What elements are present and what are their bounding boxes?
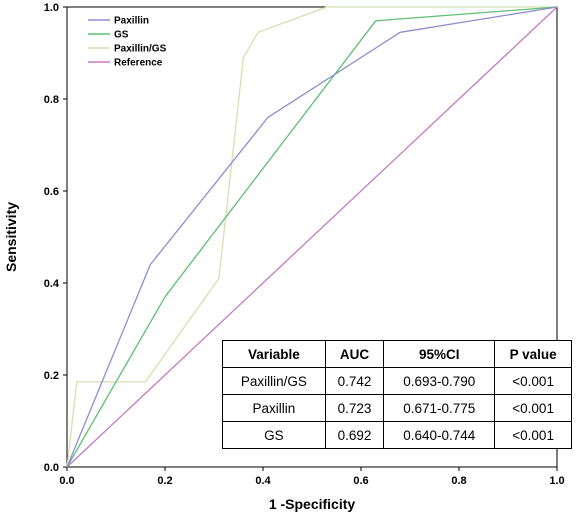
cell-variable: Paxillin [222,394,326,422]
table-row: GS 0.692 0.640-0.744 <0.001 [222,421,572,449]
y-tick-label: 0.6 [44,186,59,198]
y-tick-label: 0.0 [44,462,59,474]
table-row: Paxillin 0.723 0.671-0.775 <0.001 [222,394,572,422]
auc-stats-table: Variable AUC 95%CI P value Paxillin/GS 0… [222,340,572,449]
legend-label: GS [114,30,129,41]
x-tick-label: 1.0 [549,475,564,487]
header-auc: AUC [324,340,385,368]
y-tick-label: 1.0 [44,2,59,14]
header-p-value: P value [494,340,572,368]
cell-ci: 0.671-0.775 [383,394,496,422]
series-line-paxillin [66,6,558,468]
x-axis-title: 1 -Specificity [269,496,356,512]
legend-label: Reference [114,58,163,69]
x-tick-label: 0.2 [157,475,172,487]
cell-ci: 0.693-0.790 [383,367,496,395]
series-line-gs [66,6,558,468]
series-line-reference [66,6,558,468]
legend-label: Paxillin/GS [114,44,167,55]
cell-p-value: <0.001 [494,394,572,422]
cell-variable: GS [222,421,326,449]
x-tick-label: 0.8 [451,475,466,487]
series-lines [66,6,558,468]
cell-p-value: <0.001 [494,421,572,449]
cell-variable: Paxillin/GS [222,367,326,395]
y-tick-label: 0.2 [44,370,59,382]
table-header-row: Variable AUC 95%CI P value [222,340,572,368]
legend-label: Paxillin [114,16,149,27]
x-tick-label: 0.6 [353,475,368,487]
x-tick-label: 0.4 [255,475,271,487]
series-line-paxillin-gs [66,6,557,468]
table-row: Paxillin/GS 0.742 0.693-0.790 <0.001 [222,367,572,395]
axis-ticks: 0.0 0.2 0.4 0.6 0.8 1.0 0.0 0.2 0.4 0.6 0.8 1.0 [44,2,565,487]
y-tick-label: 0.4 [44,278,60,290]
cell-p-value: <0.001 [494,367,572,395]
cell-auc: 0.742 [324,367,385,395]
cell-auc: 0.723 [324,394,385,422]
y-axis-title: Sensitivity [3,202,19,272]
cell-auc: 0.692 [324,421,385,449]
x-tick-label: 0.0 [59,475,74,487]
header-ci: 95%CI [383,340,496,368]
cell-ci: 0.640-0.744 [383,421,496,449]
legend: Paxillin GS Paxillin/GS Reference [88,16,167,69]
y-tick-label: 0.8 [44,94,59,106]
header-variable: Variable [222,340,326,368]
